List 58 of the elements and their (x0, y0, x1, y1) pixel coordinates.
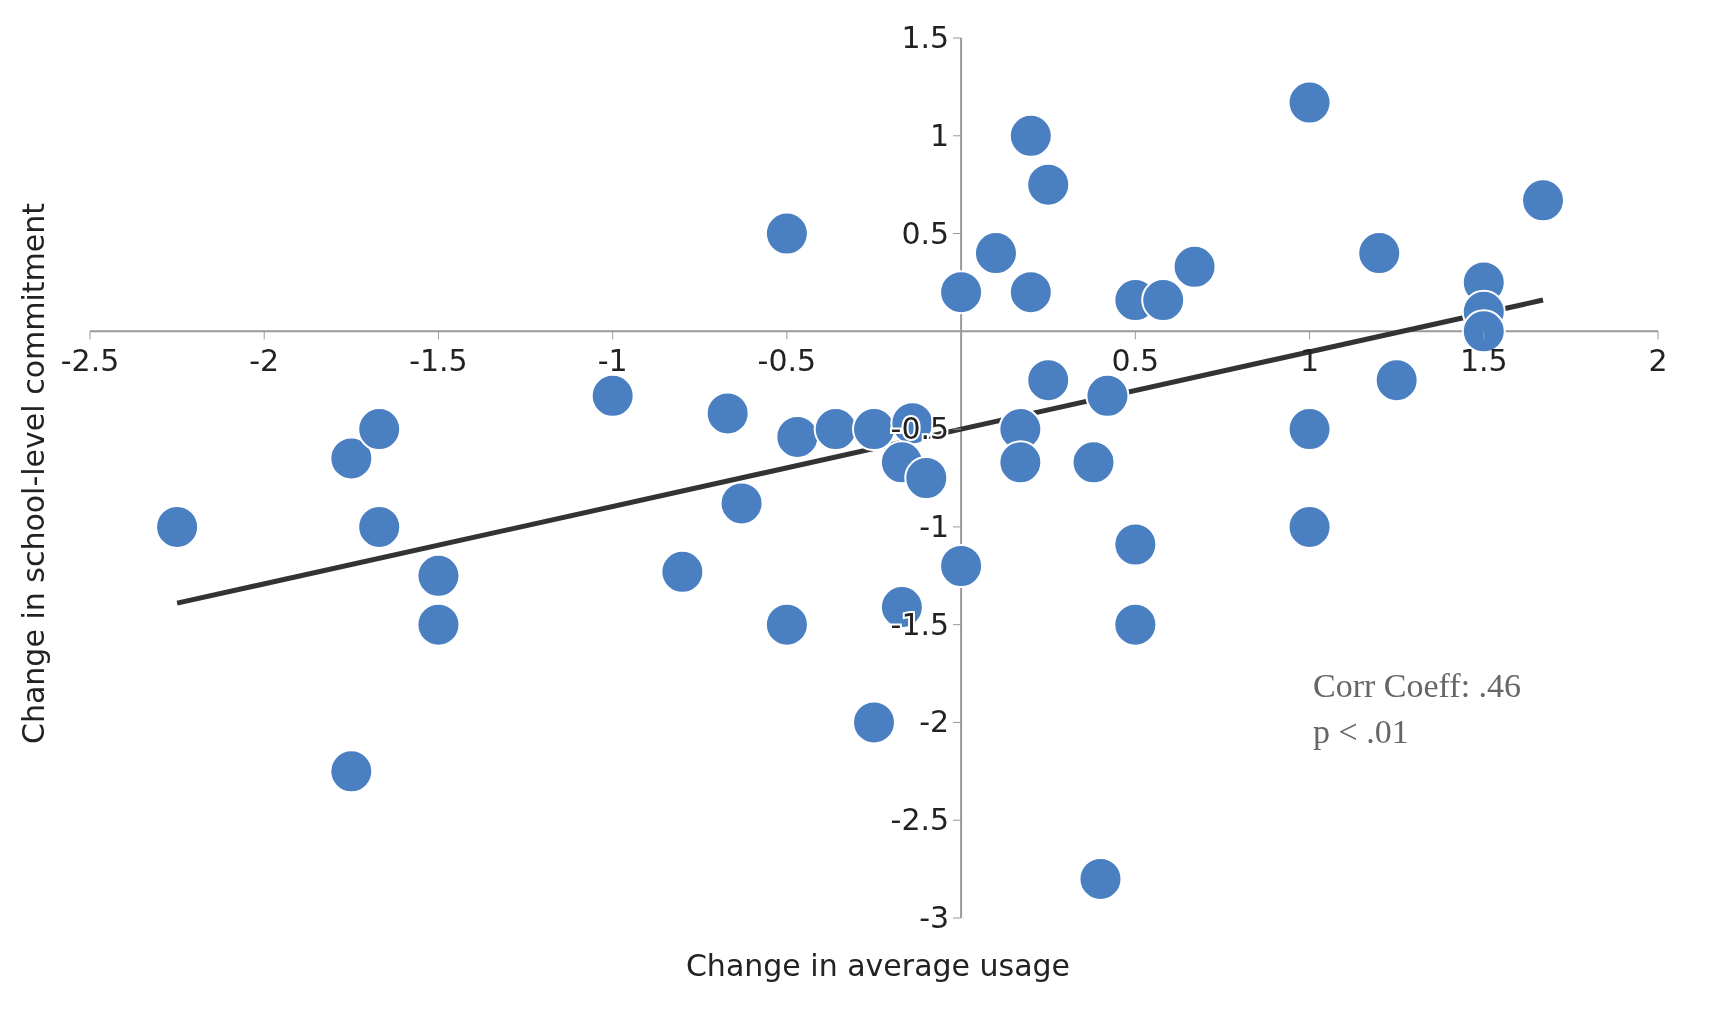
point (329, 436, 374, 481)
point (1113, 522, 1158, 567)
y-tick-label: 1.5 (901, 20, 950, 55)
y-tick-label: -2 (919, 704, 950, 740)
point (764, 602, 809, 647)
x-tick-label: 2 (1648, 343, 1668, 379)
point (904, 456, 949, 500)
x-tick-label: 1.5 (1459, 343, 1508, 379)
point (775, 414, 820, 459)
point (1008, 113, 1053, 158)
point (1008, 270, 1053, 315)
y-tick-label: -3 (919, 900, 950, 935)
point (660, 549, 705, 594)
point (1026, 162, 1071, 207)
point (1172, 244, 1217, 289)
point (1026, 358, 1071, 403)
y-tick-label: -1 (919, 508, 950, 544)
y-tick-label: 0.5 (901, 215, 950, 251)
point (357, 407, 402, 452)
x-tick-label: -1 (597, 343, 628, 379)
point (1078, 856, 1123, 901)
point (329, 749, 374, 794)
y-axis-title: Change in school-level commitment (15, 202, 51, 744)
y-tick-label: -2.5 (890, 802, 950, 838)
point (1287, 80, 1332, 125)
point (939, 270, 984, 315)
point (1287, 407, 1332, 452)
point (705, 391, 750, 436)
y-tick-label: 1 (930, 117, 950, 153)
y-tick-label: -1.5 (890, 606, 950, 642)
point (416, 602, 461, 647)
x-tick-label: -2.5 (60, 343, 120, 379)
point (764, 211, 809, 256)
point (1521, 178, 1566, 223)
point (852, 700, 896, 745)
point (973, 231, 1018, 276)
x-tick-label: -2 (249, 343, 280, 379)
x-tick-label: 0.5 (1111, 343, 1160, 379)
point (939, 544, 984, 588)
point (416, 553, 461, 598)
point (357, 504, 402, 549)
point (1287, 504, 1332, 549)
x-tick-label: -0.5 (757, 343, 817, 379)
x-tick-label: -1.5 (409, 343, 468, 379)
point (590, 373, 635, 418)
point (1085, 373, 1130, 418)
point (1113, 602, 1158, 647)
x-axis-title: Change in average usage (684, 948, 1072, 983)
point (719, 481, 764, 526)
point (998, 440, 1043, 485)
point (1071, 440, 1116, 485)
point (1357, 231, 1402, 276)
x-tick-label: 1 (1300, 343, 1320, 379)
annotation: p < .01 (1313, 711, 1410, 752)
point (1141, 278, 1186, 323)
point (155, 504, 200, 549)
annotation: Corr Coeff: .46 (1313, 665, 1522, 706)
point (1374, 358, 1419, 403)
